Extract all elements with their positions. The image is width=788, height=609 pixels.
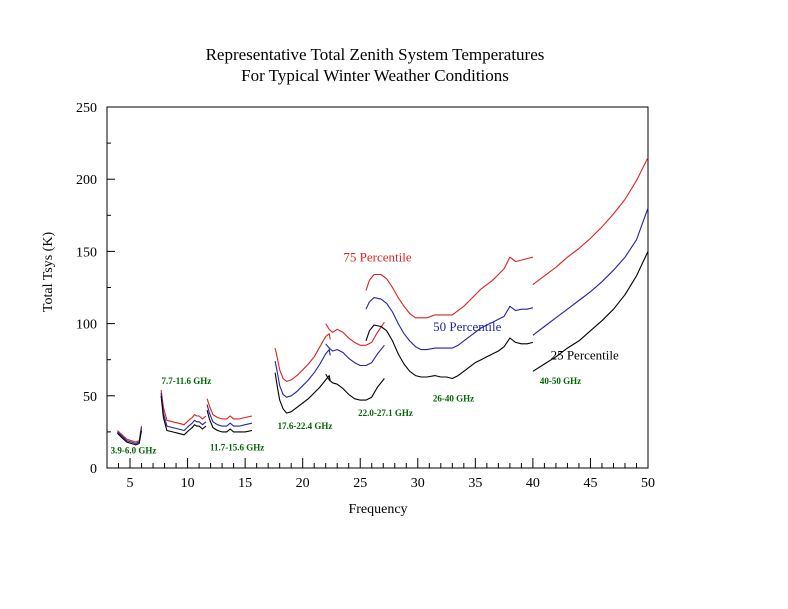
series-line-segment xyxy=(206,410,253,433)
series-line-segment xyxy=(325,373,385,401)
series-line-segment xyxy=(160,395,207,436)
series-p25 xyxy=(117,251,649,446)
x-tick-label: 10 xyxy=(181,476,195,491)
band-label: 11.7-15.6 GHz xyxy=(210,443,264,453)
x-tick-label: 30 xyxy=(411,476,425,491)
y-axis-label: Total Tsys (K) xyxy=(41,232,56,313)
series-p50 xyxy=(117,207,649,445)
y-tick-label: 150 xyxy=(76,245,97,260)
band-label: 17.6-22.4 GHz xyxy=(278,421,333,431)
series-line-segment xyxy=(325,343,385,367)
band-label: 26-40 GHz xyxy=(433,394,474,404)
x-tick-label: 50 xyxy=(641,476,655,491)
series-line-segment xyxy=(206,398,253,420)
y-tick-label: 100 xyxy=(76,318,97,333)
x-tick-label: 45 xyxy=(583,476,597,491)
x-tick-label: 15 xyxy=(238,476,252,491)
labels-layer: 75 Percentile 50 Percentile 25 Percentile 3… xyxy=(111,250,619,456)
chart-title: Representative Total Zenith System Tempe… xyxy=(206,45,545,64)
series-label: 25 Percentile xyxy=(551,348,619,363)
series-line-segment xyxy=(532,207,649,336)
axes: 5 10 15 20 25 30 35 40 45 50 0 50 100 150 200 250 xyxy=(76,101,655,491)
series-line-segment xyxy=(160,392,207,432)
band-label: 40-50 GHz xyxy=(540,376,581,386)
chart-subtitle: For Typical Winter Weather Conditions xyxy=(241,66,509,85)
series-line-segment xyxy=(274,333,331,382)
x-tick-label: 25 xyxy=(353,476,367,491)
y-tick-label: 250 xyxy=(76,101,97,116)
series-line-segment xyxy=(117,430,143,446)
band-label: 22.0-27.1 GHz xyxy=(358,408,413,418)
x-tick-label: 35 xyxy=(468,476,482,491)
x-tick-label: 20 xyxy=(296,476,310,491)
series-line-segment xyxy=(532,157,649,286)
series-line-segment xyxy=(274,349,331,398)
band-label: 3.9-6.0 GHz xyxy=(111,446,157,456)
band-label: 7.7-11.6 GHz xyxy=(162,376,212,386)
series-label: 75 Percentile xyxy=(343,250,411,265)
series-line-segment xyxy=(365,297,534,351)
series-line-segment xyxy=(365,256,534,319)
y-tick-label: 50 xyxy=(83,390,97,405)
series-line-segment xyxy=(117,426,143,443)
y-tick-label: 200 xyxy=(76,173,97,188)
series-line-segment xyxy=(206,404,253,427)
series-layer xyxy=(117,157,649,446)
y-tick-label: 0 xyxy=(90,462,97,477)
series-line-segment xyxy=(325,321,385,346)
x-axis-label: Frequency xyxy=(348,502,407,517)
series-line-segment xyxy=(365,324,534,380)
series-line-segment xyxy=(160,389,207,426)
series-line-segment xyxy=(532,251,649,372)
series-line-segment xyxy=(274,372,331,414)
series-label: 50 Percentile xyxy=(433,319,501,334)
x-tick-label: 40 xyxy=(526,476,540,491)
x-tick-label: 5 xyxy=(127,476,134,491)
